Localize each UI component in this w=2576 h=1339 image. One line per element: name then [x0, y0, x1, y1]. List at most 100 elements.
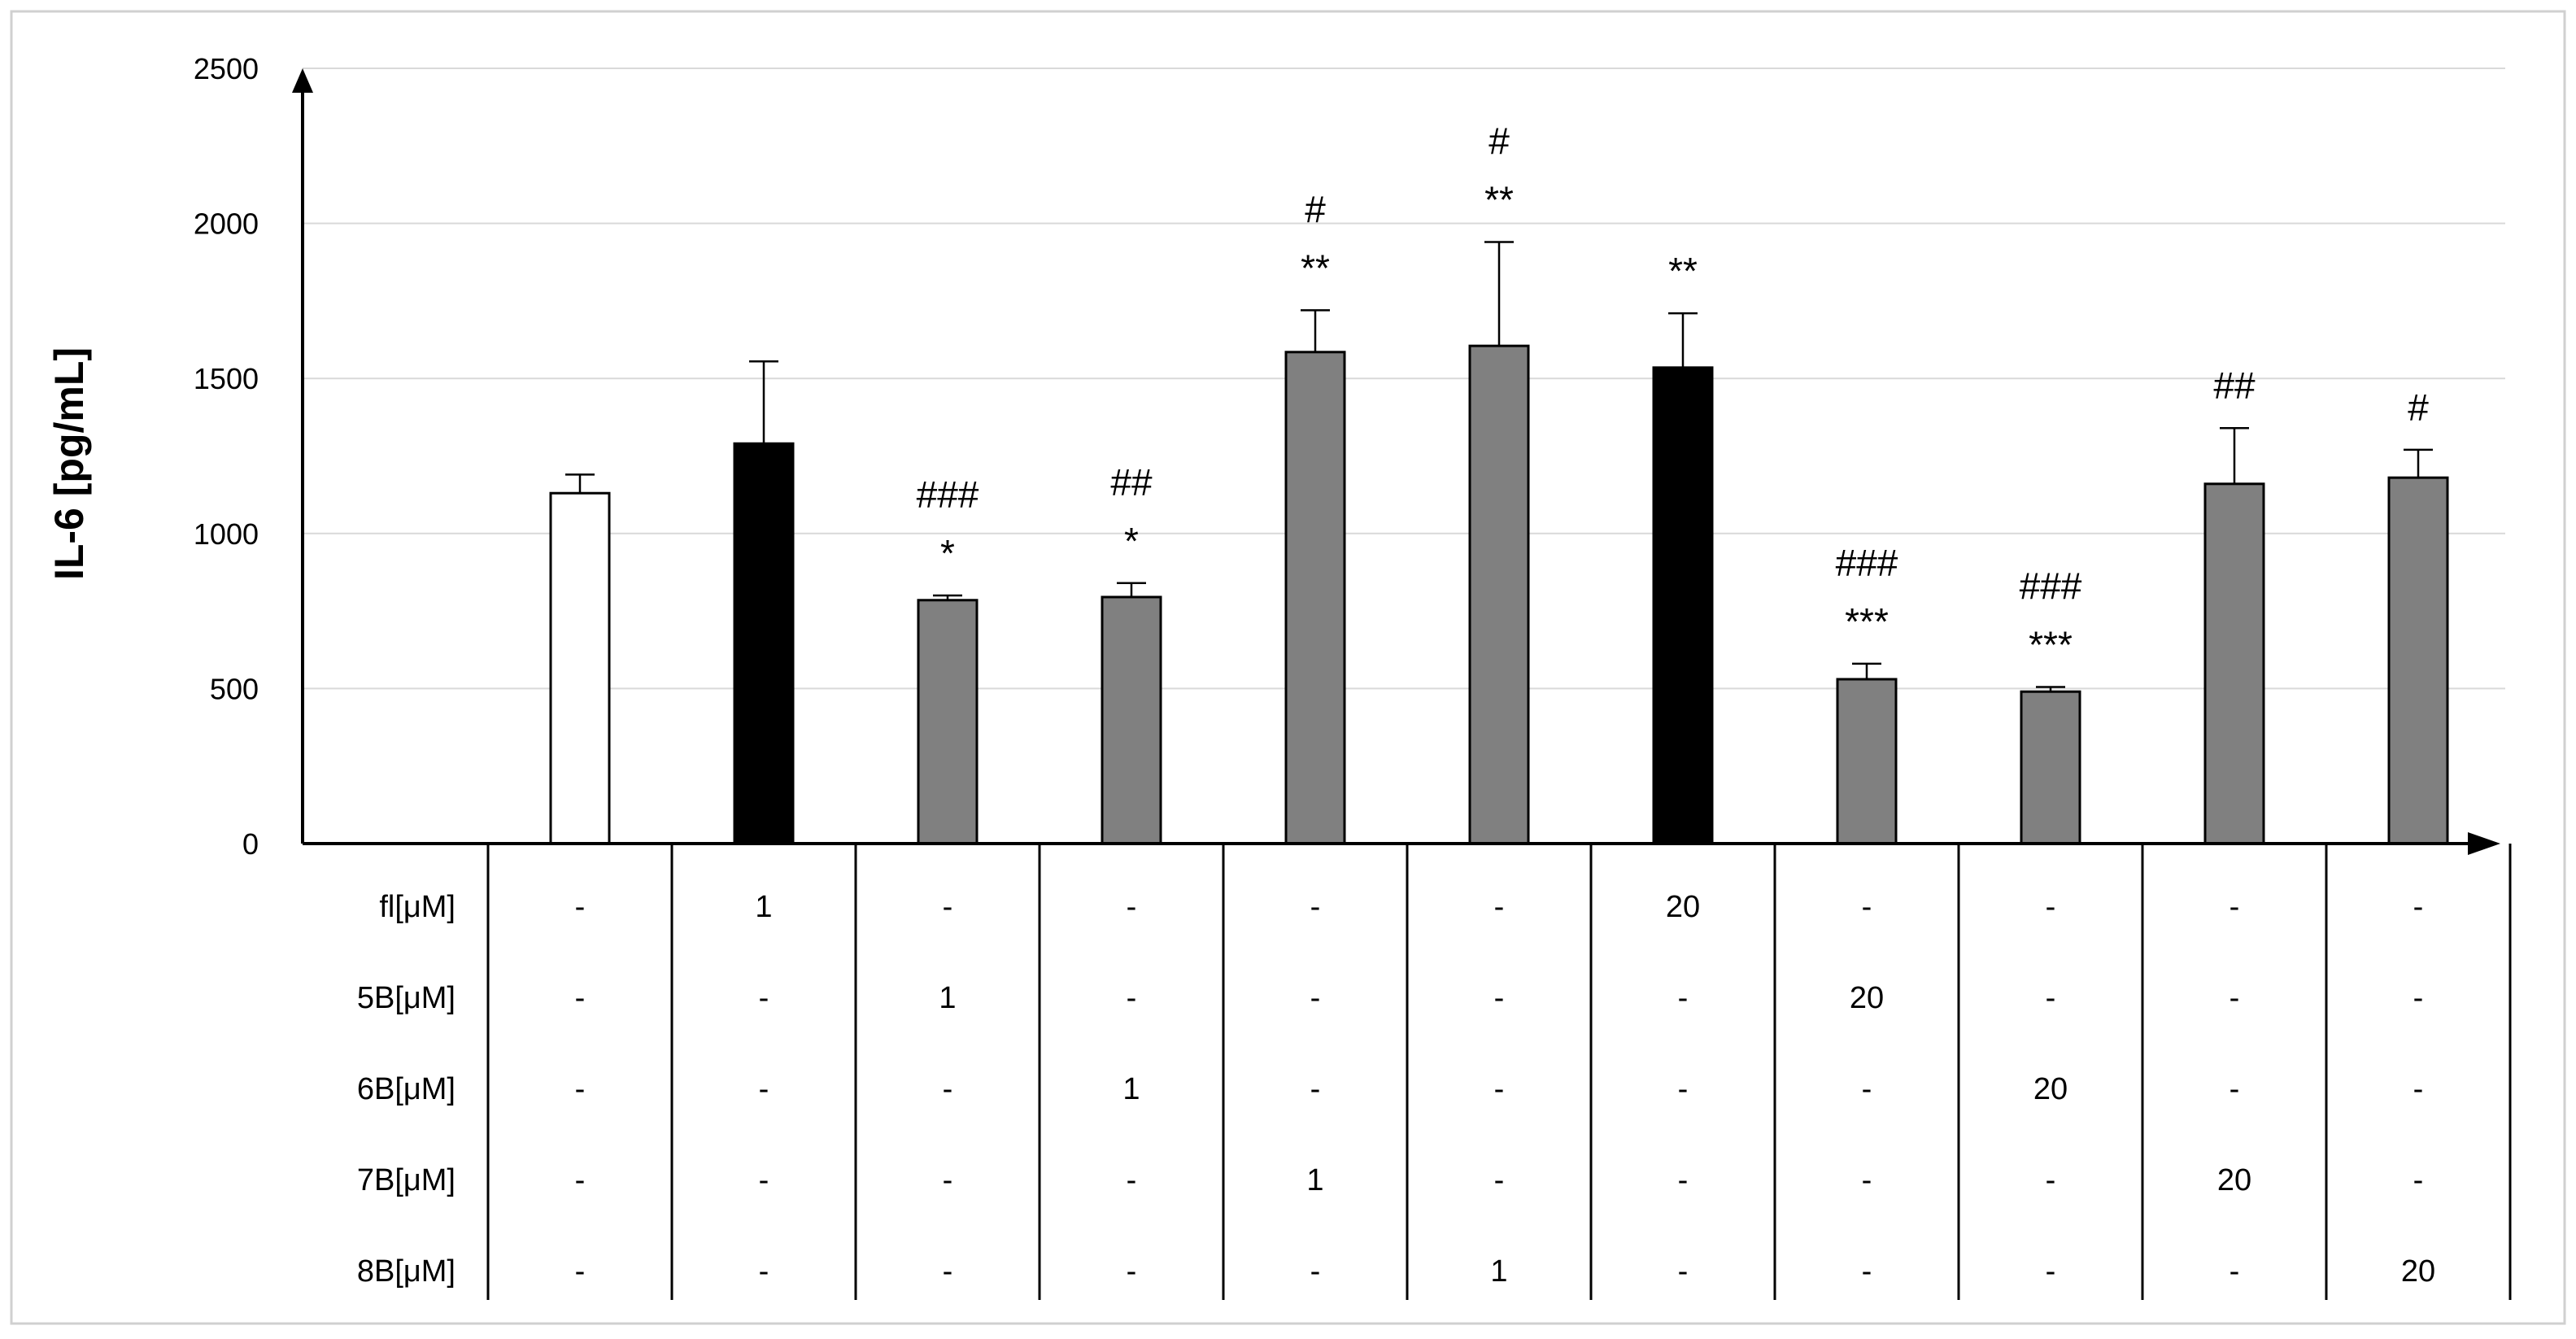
significance-label: ** — [1484, 178, 1514, 220]
significance-label: ### — [2020, 565, 2082, 607]
table-cell: - — [1310, 981, 1321, 1015]
table-cell: - — [1494, 981, 1505, 1015]
table-cell: - — [1127, 1163, 1137, 1197]
table-row-label: fl[μM] — [379, 890, 455, 924]
table-cell: - — [1494, 1163, 1505, 1197]
y-tick-label: 500 — [210, 672, 259, 705]
table-cell: - — [2413, 890, 2424, 924]
table-cell: - — [1678, 1072, 1689, 1106]
axes-layer — [292, 68, 2500, 855]
table-cell: - — [943, 1072, 953, 1106]
table-cell: 1 — [1490, 1254, 1507, 1289]
x-axis-arrow — [2468, 832, 2500, 855]
table-cell: - — [1127, 890, 1137, 924]
y-tick-label: 0 — [242, 827, 259, 861]
y-tick-label: 1000 — [194, 517, 259, 551]
significance-label: ## — [2213, 364, 2256, 407]
bar — [2387, 476, 2449, 845]
table-row-label: 7B[μM] — [357, 1163, 455, 1197]
bar — [1284, 351, 1346, 845]
table-cell: - — [759, 981, 769, 1015]
table-cell: - — [1678, 981, 1689, 1015]
bars-layer — [549, 241, 2449, 845]
y-tick-label: 2500 — [194, 52, 259, 85]
significance-label: * — [940, 532, 955, 574]
table-cell: 20 — [2033, 1072, 2068, 1106]
table-cell: - — [2413, 1163, 2424, 1197]
bar — [1652, 366, 1714, 845]
table-cell: - — [2229, 1072, 2240, 1106]
significance-label: ## — [1110, 461, 1153, 504]
bar — [2203, 482, 2265, 845]
y-tick-label: 2000 — [194, 207, 259, 241]
table-cell: - — [1678, 1163, 1689, 1197]
significance-label: # — [1489, 120, 1510, 162]
table-cell: - — [2046, 1163, 2056, 1197]
table-cell: - — [1678, 1254, 1689, 1289]
table-cell: - — [1862, 1072, 1872, 1106]
table-cell: 20 — [2217, 1163, 2251, 1197]
table-cell: - — [1862, 890, 1872, 924]
bar — [549, 491, 611, 845]
significance-label: # — [1305, 188, 1326, 230]
significance-label: *** — [2029, 623, 2073, 665]
table-row-label: 8B[μM] — [357, 1254, 455, 1289]
table-cell: - — [1862, 1163, 1872, 1197]
y-axis-label: IL-6 [pg/mL] — [46, 347, 92, 580]
table-cell: 1 — [1306, 1163, 1323, 1197]
table-cell: - — [575, 1254, 586, 1289]
bar — [917, 599, 979, 845]
significance-label: ### — [1836, 542, 1898, 584]
table-cell: - — [2413, 1072, 2424, 1106]
y-tick-labels: 0 500 1000 1500 2000 2500 — [194, 52, 259, 861]
table-cell: 20 — [1666, 890, 1700, 924]
table-cell: 1 — [1122, 1072, 1140, 1106]
table-cell: - — [1862, 1254, 1872, 1289]
table-cell: - — [575, 981, 586, 1015]
significance-label: ### — [917, 473, 979, 516]
y-axis-arrow — [292, 68, 313, 93]
bar — [1101, 595, 1162, 845]
table-cell: - — [1310, 1254, 1321, 1289]
significance-label: ** — [1301, 246, 1330, 289]
table-cell: - — [759, 1254, 769, 1289]
table-cell: - — [1127, 981, 1137, 1015]
table-cell: - — [1310, 1072, 1321, 1106]
table-cell: 1 — [755, 890, 772, 924]
table-cell: 20 — [1850, 981, 1884, 1015]
table-cell: - — [2413, 981, 2424, 1015]
table-cell: - — [2229, 981, 2240, 1015]
table-cell: - — [1494, 890, 1505, 924]
table-cell: - — [575, 1072, 586, 1106]
table-cell: - — [1494, 1072, 1505, 1106]
table-cell: - — [575, 890, 586, 924]
table-cell: - — [2046, 981, 2056, 1015]
significance-label: * — [1124, 520, 1139, 562]
table-cell: 1 — [939, 981, 956, 1015]
table-cell: - — [759, 1163, 769, 1197]
significance-label: # — [2408, 386, 2429, 429]
bar — [2020, 690, 2081, 845]
bar — [1468, 344, 1530, 845]
table-row-label: 5B[μM] — [357, 981, 455, 1015]
bar — [1836, 678, 1898, 845]
table-cell: 20 — [2401, 1254, 2435, 1289]
gridlines — [303, 68, 2505, 690]
table-cell: - — [759, 1072, 769, 1106]
table-cell: - — [1127, 1254, 1137, 1289]
table-cell: - — [943, 890, 953, 924]
significance-label: *** — [1845, 600, 1889, 643]
table-cell: - — [2229, 1254, 2240, 1289]
table-row-label: 6B[μM] — [357, 1072, 455, 1106]
table-cell: - — [2229, 890, 2240, 924]
table-cell: - — [2046, 890, 2056, 924]
table-cell: - — [943, 1163, 953, 1197]
table-cell: - — [943, 1254, 953, 1289]
table-cell: - — [1310, 890, 1321, 924]
significance-label: ** — [1668, 250, 1698, 292]
bar — [733, 442, 795, 845]
significance-markers: *###*##**# **#*****###***###### — [917, 120, 2430, 665]
table-cell: - — [575, 1163, 586, 1197]
